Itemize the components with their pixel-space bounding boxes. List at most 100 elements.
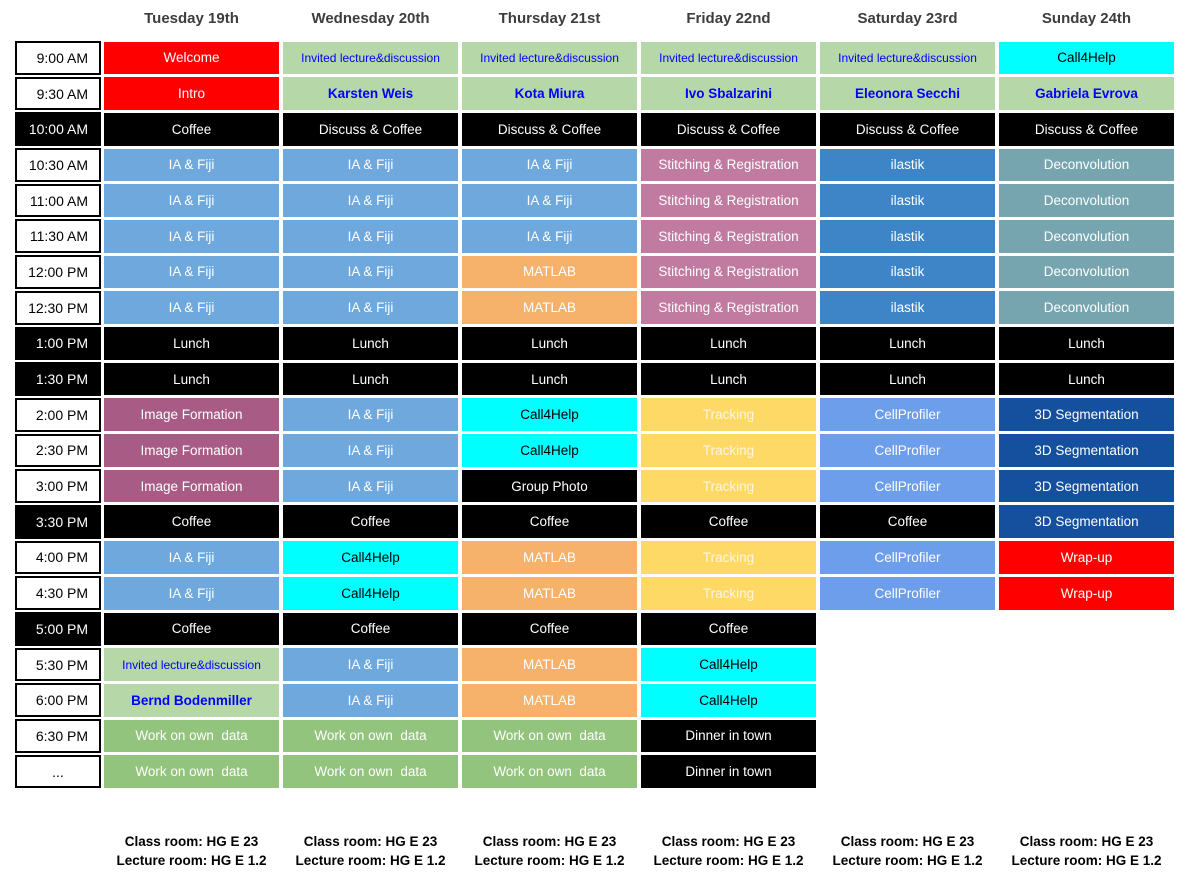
schedule-cell: Tracking (641, 398, 816, 432)
schedule-cell: Work on own data (462, 719, 637, 753)
schedule-cell: Lunch (641, 327, 816, 360)
schedule-cell: Work on own data (462, 755, 637, 788)
schedule-cell: IA & Fiji (462, 219, 637, 253)
schedule-cell: Tracking (641, 469, 816, 503)
time-cell: 3:30 PM (15, 504, 101, 539)
empty-cell (999, 648, 1174, 681)
time-cell: 1:30 PM (15, 362, 101, 396)
schedule-cell: IA & Fiji (283, 291, 458, 324)
schedule-cell: Coffee (104, 612, 279, 646)
day-header: Saturday 23rd (857, 10, 958, 27)
empty-cell (820, 648, 995, 681)
schedule-cell: Dinner in town (641, 755, 816, 788)
schedule-cell: Image Formation (104, 398, 279, 432)
time-cell: 12:00 PM (15, 255, 101, 289)
schedule-cell: ilastik (820, 291, 995, 324)
schedule-cell: Deconvolution (999, 255, 1174, 289)
schedule-cell: CellProfiler (820, 434, 995, 467)
lecture-room-label: Lecture room: HG E 1.2 (474, 853, 625, 868)
empty-cell (999, 755, 1174, 788)
schedule-cell: IA & Fiji (104, 148, 279, 182)
schedule-cell: ilastik (820, 255, 995, 289)
schedule-cell: IA & Fiji (283, 255, 458, 289)
room-info: Class room: HG E 23 Lecture room: HG E 1.… (102, 832, 281, 870)
schedule-cell: Stitching & Registration (641, 291, 816, 324)
schedule-cell: Lunch (641, 362, 816, 396)
footer-spacer (14, 832, 102, 870)
time-cell: 6:30 PM (15, 719, 101, 753)
schedule-cell: Wrap-up (999, 541, 1174, 574)
schedule-cell: Eleonora Secchi (820, 77, 995, 110)
schedule-cell: Ivo Sbalzarini (641, 77, 816, 110)
lecture-room-label: Lecture room: HG E 1.2 (1011, 853, 1162, 868)
time-cell: 5:30 PM (15, 647, 101, 682)
schedule-cell: Call4Help (999, 41, 1174, 75)
schedule-cell: Lunch (820, 362, 995, 396)
schedule-cell: IA & Fiji (104, 219, 279, 253)
schedule-cell: IA & Fiji (104, 576, 279, 610)
schedule-cell: Invited lecture&discussion (462, 41, 637, 75)
class-room-label: Class room: HG E 23 (482, 834, 617, 849)
room-footer: Class room: HG E 23 Lecture room: HG E 1.… (14, 832, 1176, 870)
schedule-cell: MATLAB (462, 541, 637, 574)
empty-cell (999, 613, 1174, 646)
empty-cell (999, 720, 1174, 753)
schedule-table: 9:00 AM Welcome Invited lecture&discussion… (14, 40, 1176, 789)
schedule-cell: Tracking (641, 434, 816, 467)
schedule-cell: Invited lecture&discussion (283, 41, 458, 75)
schedule-cell: IA & Fiji (283, 398, 458, 432)
schedule-cell: IA & Fiji (283, 434, 458, 467)
empty-cell (999, 684, 1174, 717)
schedule-cell: Invited lecture&discussion (104, 648, 279, 681)
schedule-cell: Dinner in town (641, 719, 816, 753)
schedule-cell: IA & Fiji (462, 184, 637, 217)
schedule-cell: CellProfiler (820, 469, 995, 503)
lecture-room-label: Lecture room: HG E 1.2 (832, 853, 983, 868)
schedule-cell: Call4Help (462, 398, 637, 432)
time-cell: 10:00 AM (15, 112, 101, 147)
schedule-cell: IA & Fiji (462, 148, 637, 182)
schedule-cell: Discuss & Coffee (820, 112, 995, 146)
time-cell: 5:00 PM (15, 612, 101, 646)
time-cell: 3:00 PM (15, 469, 101, 503)
schedule-cell: Lunch (820, 327, 995, 360)
schedule-cell: Karsten Weis (283, 77, 458, 110)
schedule-cell: Stitching & Registration (641, 148, 816, 182)
schedule-cell: Tracking (641, 541, 816, 574)
schedule-cell: Gabriela Evrova (999, 77, 1174, 110)
lecture-room-label: Lecture room: HG E 1.2 (653, 853, 804, 868)
empty-cell (820, 613, 995, 646)
schedule-cell: IA & Fiji (104, 541, 279, 574)
schedule-cell: IA & Fiji (283, 219, 458, 253)
time-cell: 4:30 PM (15, 576, 101, 610)
schedule-cell: CellProfiler (820, 398, 995, 432)
room-info: Class room: HG E 23 Lecture room: HG E 1.… (818, 832, 997, 870)
schedule-cell: Work on own data (283, 719, 458, 753)
schedule-cell: Stitching & Registration (641, 219, 816, 253)
schedule-cell: Image Formation (104, 434, 279, 467)
time-cell: 2:00 PM (15, 397, 101, 432)
time-cell: 1:00 PM (15, 326, 101, 361)
schedule-cell: CellProfiler (820, 576, 995, 610)
day-header-row: Tuesday 19th Wednesday 20th Thursday 21st F… (14, 6, 1176, 27)
schedule-cell: Work on own data (104, 755, 279, 788)
schedule-cell: MATLAB (462, 683, 637, 717)
room-info: Class room: HG E 23 Lecture room: HG E 1.… (281, 832, 460, 870)
schedule-cell: ilastik (820, 219, 995, 253)
day-header: Wednesday 20th (311, 10, 430, 27)
schedule-cell: ilastik (820, 184, 995, 217)
schedule-cell: Image Formation (104, 469, 279, 503)
schedule-cell: Tracking (641, 576, 816, 610)
header-spacer (14, 6, 102, 27)
time-cell: 4:00 PM (15, 540, 101, 575)
empty-cell (820, 720, 995, 753)
schedule-cell: Lunch (283, 327, 458, 360)
schedule-cell: Deconvolution (999, 291, 1174, 324)
schedule-cell: Coffee (641, 505, 816, 539)
class-room-label: Class room: HG E 23 (661, 834, 796, 849)
schedule-cell: Coffee (462, 505, 637, 539)
lecture-room-label: Lecture room: HG E 1.2 (116, 853, 267, 868)
schedule-cell: MATLAB (462, 291, 637, 324)
time-cell: 11:30 AM (15, 219, 101, 254)
schedule-cell: 3D Segmentation (999, 434, 1174, 467)
